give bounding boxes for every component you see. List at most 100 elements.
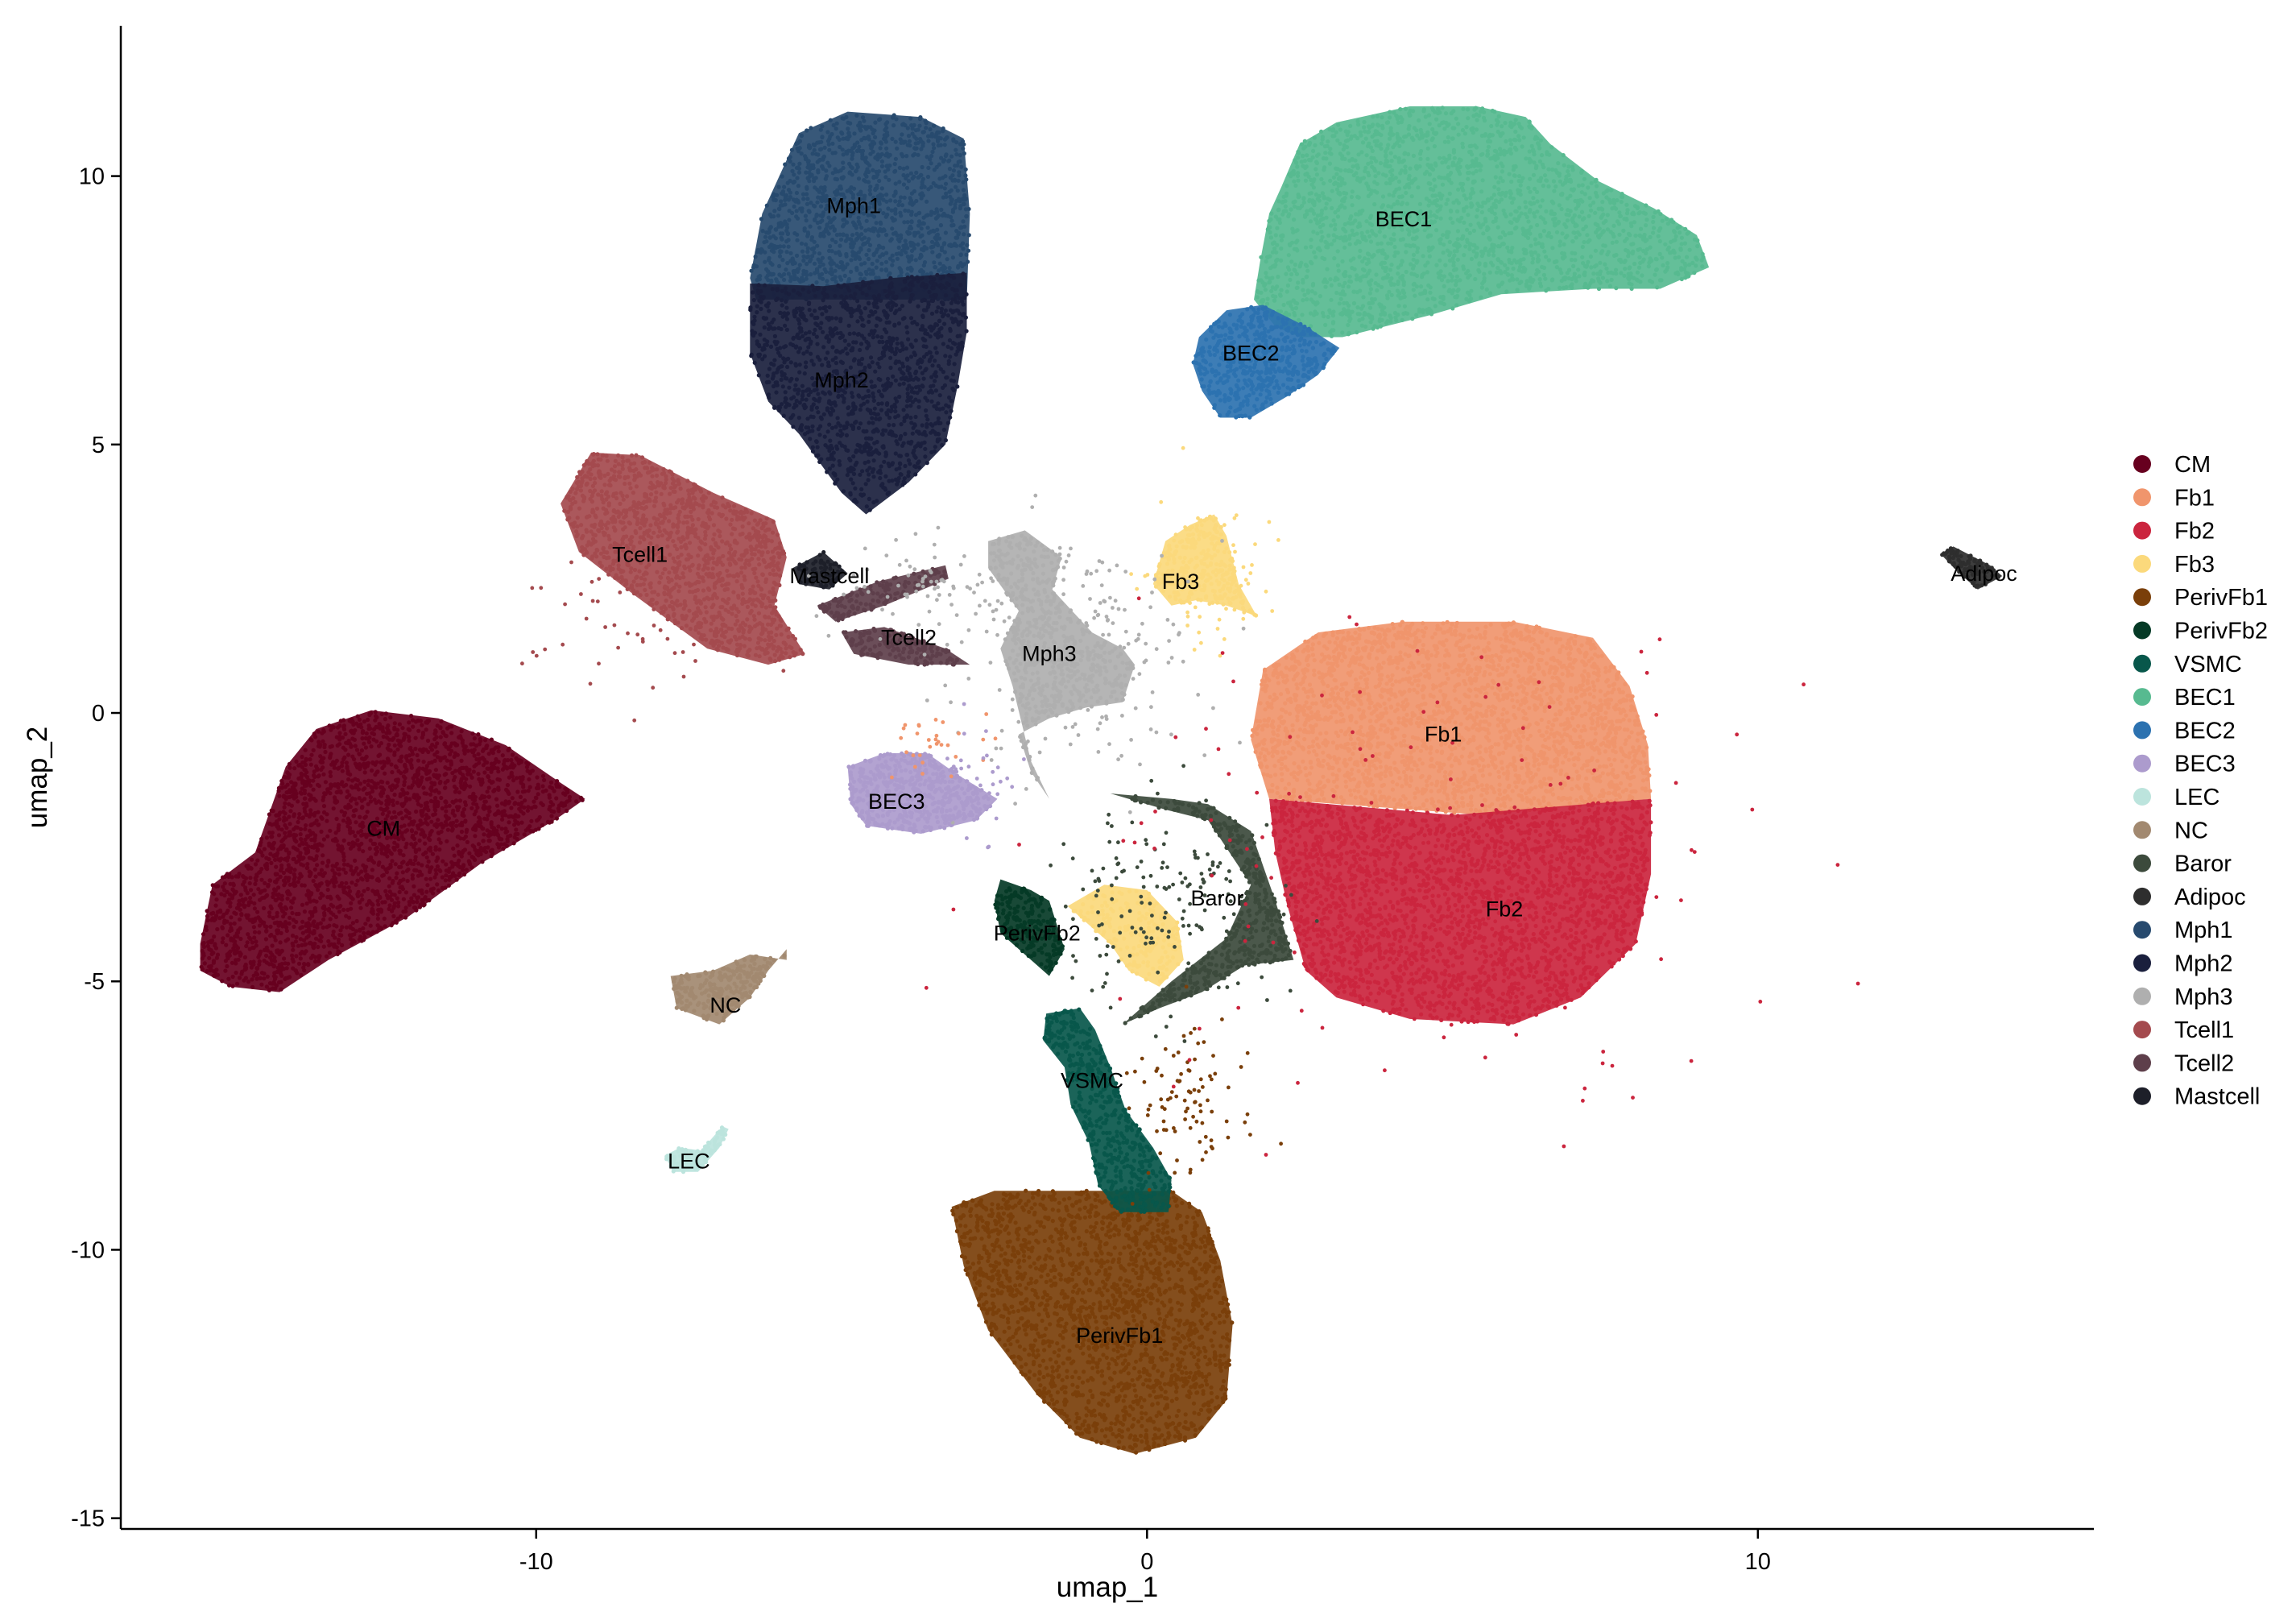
point: [685, 532, 689, 536]
point: [337, 785, 341, 789]
point: [735, 643, 739, 647]
point: [274, 938, 278, 942]
point: [779, 546, 783, 550]
point: [749, 548, 753, 552]
point: [774, 246, 778, 250]
point: [428, 745, 432, 749]
point: [617, 470, 621, 474]
point: [591, 541, 595, 545]
point: [257, 930, 261, 934]
point: [388, 865, 392, 869]
point: [281, 914, 285, 918]
point: [308, 923, 312, 927]
point: [893, 199, 897, 203]
point: [910, 210, 914, 214]
point: [927, 231, 931, 235]
point: [922, 130, 926, 134]
point: [661, 467, 665, 471]
point: [705, 553, 709, 557]
point: [403, 909, 407, 914]
point: [598, 522, 602, 526]
point: [246, 932, 250, 936]
point: [490, 749, 494, 753]
point: [283, 806, 287, 810]
point: [661, 610, 665, 614]
point: [465, 773, 470, 777]
point: [646, 470, 650, 474]
point: [588, 467, 592, 471]
point: [812, 143, 816, 147]
point: [421, 852, 425, 856]
point: [867, 257, 871, 261]
point: [383, 917, 387, 921]
point: [221, 940, 225, 944]
point: [271, 847, 275, 851]
point: [850, 157, 854, 161]
point: [436, 818, 440, 822]
point: [679, 487, 683, 491]
point: [782, 551, 786, 555]
point: [458, 823, 462, 827]
point: [458, 798, 462, 802]
point: [652, 504, 656, 508]
point: [823, 188, 827, 193]
point: [333, 795, 337, 799]
point: [535, 775, 539, 779]
point: [950, 178, 954, 182]
point: [929, 271, 933, 276]
point: [224, 943, 228, 947]
point: [397, 849, 401, 853]
point: [772, 520, 776, 524]
point: [297, 962, 301, 966]
point: [884, 251, 888, 255]
point: [333, 884, 337, 889]
point: [432, 731, 436, 735]
point: [736, 628, 740, 632]
point: [309, 738, 313, 742]
point: [321, 893, 325, 897]
point: [665, 512, 669, 516]
point: [871, 131, 875, 135]
point: [571, 487, 575, 491]
point: [801, 272, 805, 276]
point: [335, 790, 339, 794]
point: [663, 567, 667, 571]
point: [354, 744, 358, 748]
point: [796, 184, 800, 188]
point: [676, 536, 681, 541]
point: [292, 814, 296, 818]
point: [380, 780, 384, 784]
point: [309, 763, 313, 767]
point: [707, 491, 711, 495]
point: [904, 251, 908, 255]
point: [720, 539, 724, 543]
point: [333, 935, 337, 939]
point: [753, 618, 757, 622]
point: [550, 820, 554, 824]
point: [712, 523, 716, 527]
point: [213, 942, 217, 946]
point: [841, 160, 845, 164]
point: [221, 936, 225, 940]
point: [401, 860, 405, 864]
point: [360, 805, 364, 809]
point: [259, 878, 263, 882]
point: [750, 512, 754, 516]
point: [903, 196, 907, 200]
point: [602, 474, 606, 478]
point: [329, 774, 333, 778]
point: [555, 816, 559, 820]
point: [377, 860, 381, 864]
point: [945, 257, 949, 261]
point: [235, 982, 239, 986]
point: [369, 795, 373, 799]
point: [532, 805, 536, 809]
point: [585, 515, 590, 519]
point: [597, 470, 601, 474]
point: [722, 635, 726, 639]
point: [697, 517, 701, 521]
point: [256, 955, 260, 959]
point: [511, 778, 515, 782]
point: [645, 530, 649, 534]
point: [758, 544, 762, 548]
